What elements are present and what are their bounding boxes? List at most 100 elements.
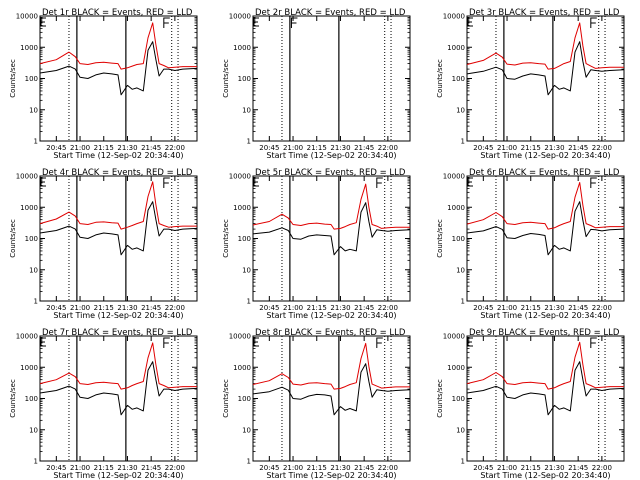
x-tick-label: 21:00: [70, 304, 90, 312]
e-marker: [467, 177, 473, 187]
x-axis-label: Start Time (12-Sep-02 20:34:40): [480, 151, 610, 160]
x-tick-label: 21:45: [568, 304, 588, 312]
x-tick-label: 21:00: [283, 304, 303, 312]
x-tick-label: 21:30: [544, 304, 564, 312]
y-axis-label: Counts/sec: [222, 219, 230, 258]
y-tick-label: 10000: [16, 13, 38, 21]
panel-title: Det 3r BLACK = Events, RED = LLD: [469, 8, 620, 18]
x-tick-label: 21:15: [521, 464, 541, 472]
panel-title: Det 8r BLACK = Events, RED = LLD: [255, 328, 406, 338]
x-tick-label: 22:00: [165, 464, 185, 472]
y-tick-label: 10: [242, 106, 251, 114]
x-tick-label: 22:00: [165, 144, 185, 152]
events-series-line: [466, 201, 625, 256]
x-tick-label: 20:45: [259, 464, 279, 472]
y-tick-label: 1000: [447, 364, 465, 372]
detector-panel-2: Det 2r BLACK = Events, RED = LLD 1 10 100 10…: [222, 8, 411, 160]
panel-title: Det 4r BLACK = Events, RED = LLD: [42, 168, 193, 178]
lld-series-line: [39, 181, 197, 230]
x-tick-label: 21:30: [330, 144, 350, 152]
x-tick-label: 20:45: [46, 144, 66, 152]
x-tick-label: 21:30: [117, 464, 137, 472]
x-tick-label: 20:45: [473, 464, 493, 472]
y-tick-label: 100: [238, 75, 251, 83]
y-tick-label: 1: [247, 458, 251, 466]
x-tick-label: 22:00: [592, 304, 612, 312]
y-axis-label: Counts/sec: [9, 379, 17, 418]
y-tick-label: 1: [247, 298, 251, 306]
x-axis-label: Start Time (12-Sep-02 20:34:40): [480, 311, 610, 320]
x-tick-label: 21:00: [497, 464, 517, 472]
panel-title: Det 9r BLACK = Events, RED = LLD: [469, 328, 620, 338]
plot-frame: [252, 15, 411, 142]
y-tick-label: 1000: [447, 44, 465, 52]
events-series-line: [39, 201, 198, 256]
y-tick-label: 1000: [233, 204, 251, 212]
panel-title: Det 5r BLACK = Events, RED = LLD: [255, 168, 406, 178]
y-tick-label: 1000: [233, 44, 251, 52]
x-axis-label: Start Time (12-Sep-02 20:34:40): [53, 471, 183, 480]
y-tick-label: 10000: [229, 333, 251, 341]
e-marker: [253, 337, 259, 347]
lld-series-line: [466, 22, 624, 70]
panel-title: Det 7r BLACK = Events, RED = LLD: [42, 328, 193, 338]
f-marker: [590, 177, 597, 188]
e-marker: [40, 177, 46, 187]
detector-panel-5: Det 5r BLACK = Events, RED = LLD 1 10 100 10…: [222, 168, 411, 320]
f-marker: [376, 337, 383, 348]
y-tick-label: 100: [25, 235, 38, 243]
y-tick-label: 100: [238, 235, 251, 243]
f-marker: [163, 17, 170, 28]
y-tick-label: 1: [247, 138, 251, 146]
y-axis-label: Counts/sec: [9, 219, 17, 258]
x-tick-label: 21:15: [94, 304, 114, 312]
x-axis-label: Start Time (12-Sep-02 20:34:40): [480, 471, 610, 480]
y-tick-label: 1000: [20, 204, 38, 212]
lld-series-line: [39, 22, 197, 70]
x-tick-label: 21:15: [307, 304, 327, 312]
detector-panel-6: Det 6r BLACK = Events, RED = LLD 1 10 100 10…: [436, 168, 625, 320]
x-tick-label: 21:15: [521, 304, 541, 312]
x-tick-label: 21:15: [94, 144, 114, 152]
x-tick-label: 21:30: [117, 304, 137, 312]
events-series-line: [252, 363, 411, 416]
detector-panel-8: Det 8r BLACK = Events, RED = LLD 1 10 100 10…: [222, 328, 411, 480]
lld-series-line: [466, 341, 624, 390]
x-axis-label: Start Time (12-Sep-02 20:34:40): [266, 471, 396, 480]
detector-panel-9: Det 9r BLACK = Events, RED = LLD 1 10 100 10…: [436, 328, 625, 480]
y-axis-label: Counts/sec: [436, 379, 444, 418]
y-tick-label: 1: [461, 298, 465, 306]
x-tick-label: 21:45: [354, 464, 374, 472]
x-tick-label: 20:45: [259, 144, 279, 152]
x-tick-label: 21:15: [94, 464, 114, 472]
y-tick-label: 1000: [233, 364, 251, 372]
y-tick-label: 10: [456, 266, 465, 274]
y-tick-label: 10000: [229, 13, 251, 21]
y-tick-label: 1: [34, 298, 38, 306]
x-tick-label: 22:00: [378, 304, 398, 312]
panel-title: Det 6r BLACK = Events, RED = LLD: [469, 168, 620, 178]
x-tick-label: 20:45: [259, 304, 279, 312]
x-tick-label: 20:45: [46, 464, 66, 472]
x-tick-label: 21:30: [544, 144, 564, 152]
x-tick-label: 21:45: [568, 464, 588, 472]
x-axis-label: Start Time (12-Sep-02 20:34:40): [53, 311, 183, 320]
y-tick-label: 10: [29, 426, 38, 434]
x-tick-label: 22:00: [378, 144, 398, 152]
y-tick-label: 1000: [447, 204, 465, 212]
y-tick-label: 1: [461, 458, 465, 466]
y-tick-label: 100: [452, 395, 465, 403]
y-tick-label: 10000: [443, 173, 465, 181]
x-tick-label: 22:00: [378, 464, 398, 472]
x-tick-label: 22:00: [592, 144, 612, 152]
y-tick-label: 100: [452, 75, 465, 83]
y-tick-label: 100: [25, 395, 38, 403]
f-marker: [590, 337, 597, 348]
y-tick-label: 1000: [20, 364, 38, 372]
y-tick-label: 10000: [443, 333, 465, 341]
x-tick-label: 21:00: [70, 464, 90, 472]
e-marker: [253, 177, 259, 187]
x-tick-label: 22:00: [165, 304, 185, 312]
x-tick-label: 21:00: [283, 464, 303, 472]
y-tick-label: 100: [452, 235, 465, 243]
